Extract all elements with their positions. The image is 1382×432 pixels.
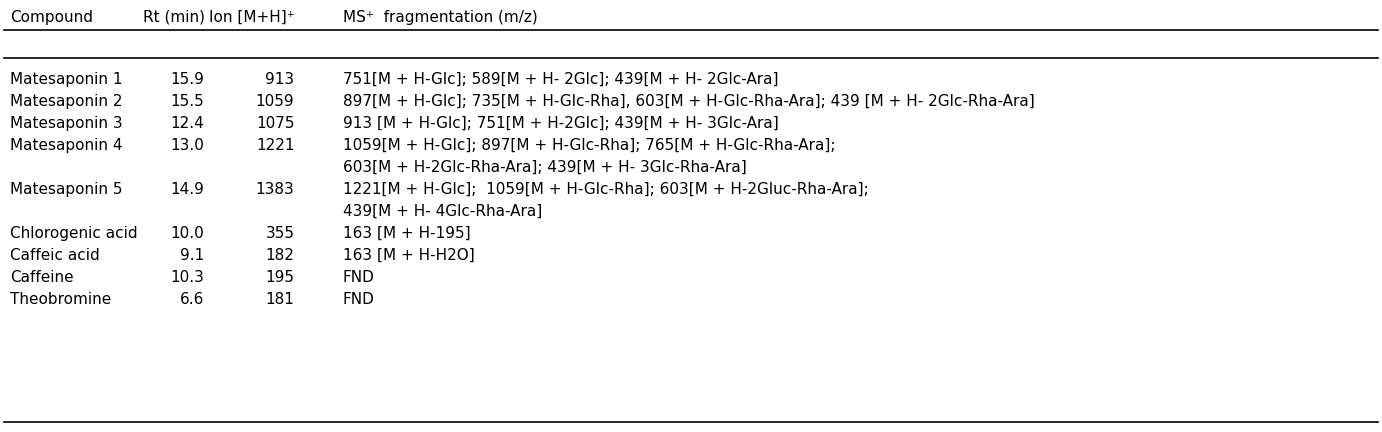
- Text: 10.3: 10.3: [170, 270, 205, 285]
- Text: 1221: 1221: [256, 138, 294, 153]
- Text: Matesaponin 2: Matesaponin 2: [10, 94, 122, 109]
- Text: 913: 913: [265, 72, 294, 87]
- Text: 897[M + H-Glc]; 735[M + H-Glc-Rha], 603[M + H-Glc-Rha-Ara]; 439 [M + H- 2Glc-Rha: 897[M + H-Glc]; 735[M + H-Glc-Rha], 603[…: [343, 94, 1035, 109]
- Text: 15.5: 15.5: [171, 94, 205, 109]
- Text: 163 [M + H-195]: 163 [M + H-195]: [343, 226, 470, 241]
- Text: Matesaponin 3: Matesaponin 3: [10, 116, 122, 131]
- Text: 1383: 1383: [256, 182, 294, 197]
- Text: Matesaponin 1: Matesaponin 1: [10, 72, 122, 87]
- Text: 163 [M + H-H2O]: 163 [M + H-H2O]: [343, 248, 474, 263]
- Text: Ion [M+H]⁺: Ion [M+H]⁺: [209, 10, 294, 25]
- Text: FND: FND: [343, 292, 375, 307]
- Text: Matesaponin 4: Matesaponin 4: [10, 138, 122, 153]
- Text: Compound: Compound: [10, 10, 93, 25]
- Text: 1221[M + H-Glc];  1059[M + H-Glc-Rha]; 603[M + H-2Gluc-Rha-Ara];: 1221[M + H-Glc]; 1059[M + H-Glc-Rha]; 60…: [343, 182, 868, 197]
- Text: 14.9: 14.9: [170, 182, 205, 197]
- Text: Chlorogenic acid: Chlorogenic acid: [10, 226, 137, 241]
- Text: 6.6: 6.6: [180, 292, 205, 307]
- Text: 1075: 1075: [256, 116, 294, 131]
- Text: Rt (min): Rt (min): [142, 10, 205, 25]
- Text: 13.0: 13.0: [170, 138, 205, 153]
- Text: 1059: 1059: [256, 94, 294, 109]
- Text: 913 [M + H-Glc]; 751[M + H-2Glc]; 439[M + H- 3Glc-Ara]: 913 [M + H-Glc]; 751[M + H-2Glc]; 439[M …: [343, 116, 778, 131]
- Text: MS⁺  fragmentation (m/z): MS⁺ fragmentation (m/z): [343, 10, 538, 25]
- Text: 355: 355: [265, 226, 294, 241]
- Text: Theobromine: Theobromine: [10, 292, 111, 307]
- Text: 439[M + H- 4Glc-Rha-Ara]: 439[M + H- 4Glc-Rha-Ara]: [343, 204, 542, 219]
- Text: 1059[M + H-Glc]; 897[M + H-Glc-Rha]; 765[M + H-Glc-Rha-Ara];: 1059[M + H-Glc]; 897[M + H-Glc-Rha]; 765…: [343, 138, 835, 153]
- Text: 195: 195: [265, 270, 294, 285]
- Text: Caffeic acid: Caffeic acid: [10, 248, 100, 263]
- Text: 182: 182: [265, 248, 294, 263]
- Text: 15.9: 15.9: [170, 72, 205, 87]
- Text: 603[M + H-2Glc-Rha-Ara]; 439[M + H- 3Glc-Rha-Ara]: 603[M + H-2Glc-Rha-Ara]; 439[M + H- 3Glc…: [343, 160, 746, 175]
- Text: 751[M + H-Glc]; 589[M + H- 2Glc]; 439[M + H- 2Glc-Ara]: 751[M + H-Glc]; 589[M + H- 2Glc]; 439[M …: [343, 72, 778, 87]
- Text: 10.0: 10.0: [171, 226, 205, 241]
- Text: Matesaponin 5: Matesaponin 5: [10, 182, 122, 197]
- Text: 181: 181: [265, 292, 294, 307]
- Text: 12.4: 12.4: [171, 116, 205, 131]
- Text: Caffeine: Caffeine: [10, 270, 73, 285]
- Text: 9.1: 9.1: [180, 248, 205, 263]
- Text: FND: FND: [343, 270, 375, 285]
